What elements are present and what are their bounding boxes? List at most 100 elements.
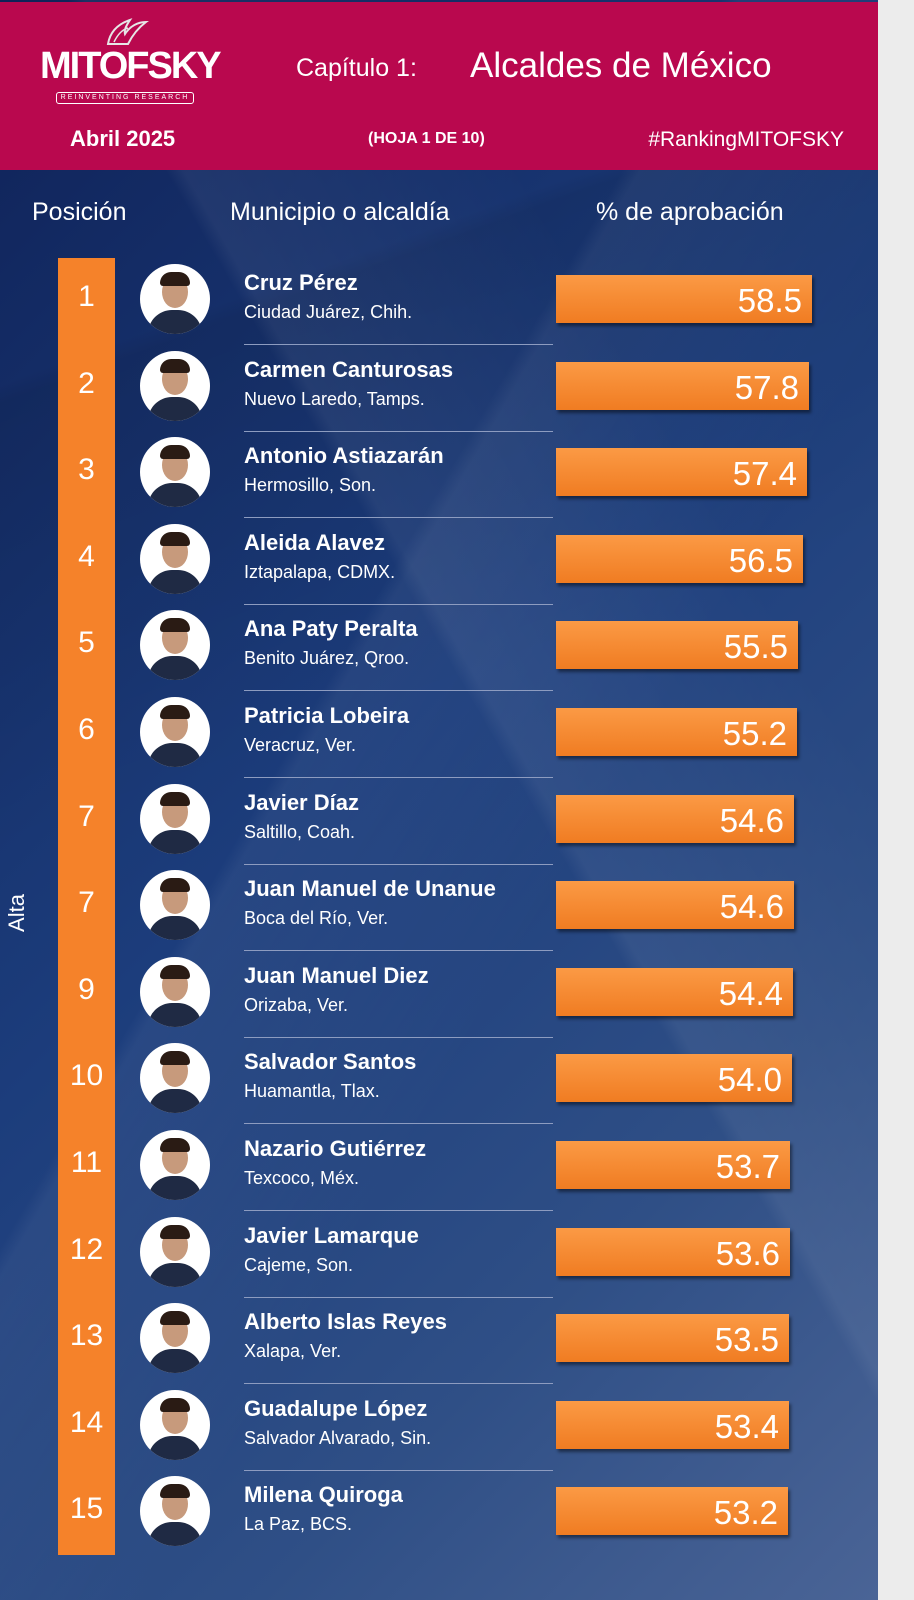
municipality: Orizaba, Ver. bbox=[244, 994, 349, 1015]
mayor-name: Salvador Santos bbox=[244, 1049, 417, 1075]
avatar bbox=[140, 610, 210, 681]
approval-bar: 53.2 bbox=[556, 1487, 788, 1536]
divider bbox=[244, 1036, 553, 1038]
avatar bbox=[140, 350, 210, 421]
approval-bar: 55.2 bbox=[556, 708, 797, 756]
mayor-name: Javier Díaz bbox=[244, 789, 359, 815]
avatar bbox=[140, 1216, 210, 1287]
divider bbox=[244, 863, 553, 865]
mayor-name: Juan Manuel Diez bbox=[244, 962, 429, 988]
approval-value: 54.0 bbox=[717, 1061, 782, 1099]
logo-tagline: REINVENTING RESEARCH bbox=[55, 92, 195, 104]
table-row: 7 Javier Díaz Saltillo, Coah. 54.6 bbox=[0, 778, 878, 865]
mitofsky-logo: MITOFSKY REINVENTING RESEARCH bbox=[40, 16, 222, 104]
approval-bar: 56.5 bbox=[556, 534, 803, 583]
municipality: Xalapa, Ver. bbox=[244, 1341, 342, 1362]
municipality: Veracruz, Ver. bbox=[244, 735, 357, 755]
divider bbox=[244, 1123, 553, 1125]
municipality: Iztapalapa, CDMX. bbox=[244, 561, 396, 582]
approval-value: 53.7 bbox=[715, 1148, 780, 1185]
chapter-label: Capítulo 1: bbox=[296, 54, 417, 82]
avatar bbox=[140, 1389, 210, 1460]
municipality: Hermosillo, Son. bbox=[244, 475, 377, 496]
table-row: 9 Juan Manuel Diez Orizaba, Ver. 54.4 bbox=[0, 951, 878, 1038]
approval-bar: 57.8 bbox=[556, 361, 809, 410]
date-label: Abril 2025 bbox=[70, 126, 176, 151]
approval-value: 53.6 bbox=[715, 1234, 780, 1272]
avatar bbox=[140, 697, 210, 767]
approval-bar: 55.5 bbox=[556, 621, 798, 670]
mayor-name: Aleida Alavez bbox=[244, 529, 386, 555]
mayor-name: Ana Paty Peralta bbox=[244, 616, 418, 642]
table-row: 7 Juan Manuel de Unanue Boca del Río, Ver.… bbox=[0, 864, 878, 952]
municipality: Cajeme, Son. bbox=[244, 1254, 354, 1275]
mayor-name: Milena Quiroga bbox=[244, 1482, 403, 1508]
rank-number: 3 bbox=[78, 453, 95, 487]
divider bbox=[244, 430, 553, 432]
approval-bar: 53.4 bbox=[556, 1400, 789, 1449]
approval-value: 57.4 bbox=[732, 455, 797, 493]
approval-value: 54.6 bbox=[719, 801, 784, 839]
avatar bbox=[140, 1476, 210, 1547]
avatar bbox=[140, 870, 210, 941]
column-header-position: Posición bbox=[32, 198, 127, 226]
column-header-approval: % de aprobación bbox=[596, 198, 784, 226]
column-header-municipality: Municipio o alcaldía bbox=[230, 198, 450, 226]
municipality: Huamantla, Tlax. bbox=[244, 1081, 380, 1102]
approval-value: 57.8 bbox=[734, 368, 799, 406]
approval-value: 53.4 bbox=[714, 1407, 779, 1445]
table-row: 4 Aleida Alavez Iztapalapa, CDMX. 56.5 bbox=[0, 518, 878, 605]
approval-bar: 54.6 bbox=[556, 881, 794, 930]
table-row: 13 Alberto Islas Reyes Xalapa, Ver. 53.5 bbox=[0, 1297, 878, 1385]
avatar bbox=[140, 783, 210, 854]
approval-value: 58.5 bbox=[737, 282, 802, 319]
avatar bbox=[140, 1130, 210, 1200]
avatar bbox=[140, 523, 210, 594]
header: MITOFSKY REINVENTING RESEARCH Capítulo 1… bbox=[0, 2, 878, 170]
municipality: Boca del Río, Ver. bbox=[244, 908, 389, 929]
municipality: Benito Juárez, Qroo. bbox=[244, 648, 410, 669]
rank-number: 5 bbox=[78, 626, 95, 660]
municipality: Salvador Alvarado, Sin. bbox=[244, 1427, 432, 1448]
divider bbox=[244, 1469, 553, 1471]
rank-number: 7 bbox=[78, 886, 95, 920]
mayor-name: Cruz Pérez bbox=[244, 270, 358, 295]
avatar bbox=[140, 437, 210, 508]
sheet-label: (HOJA 1 DE 10) bbox=[368, 130, 485, 147]
mayor-name: Patricia Lobeira bbox=[244, 703, 410, 728]
rank-number: 11 bbox=[70, 1146, 103, 1179]
municipality: La Paz, BCS. bbox=[244, 1514, 353, 1535]
divider bbox=[244, 603, 553, 605]
table-row: 5 Ana Paty Peralta Benito Juárez, Qroo. 55.… bbox=[0, 604, 878, 692]
divider bbox=[244, 1383, 553, 1385]
rank-number: 15 bbox=[69, 1492, 104, 1526]
approval-bar: 54.0 bbox=[556, 1054, 792, 1103]
rank-number: 6 bbox=[78, 713, 95, 746]
approval-value: 54.4 bbox=[718, 974, 783, 1012]
avatar bbox=[140, 956, 210, 1027]
approval-bar: 53.5 bbox=[556, 1314, 789, 1363]
divider bbox=[244, 777, 553, 778]
divider bbox=[244, 344, 553, 345]
mayor-name: Juan Manuel de Unanue bbox=[244, 876, 496, 902]
table-row: 12 Javier Lamarque Cajeme, Son. 53.6 bbox=[0, 1211, 878, 1298]
mayor-name: Guadalupe López bbox=[244, 1395, 428, 1421]
approval-value: 56.5 bbox=[728, 541, 793, 579]
approval-bar: 54.4 bbox=[556, 967, 793, 1016]
approval-bar: 54.6 bbox=[556, 794, 794, 843]
rank-number: 9 bbox=[78, 972, 95, 1006]
approval-value: 55.5 bbox=[723, 628, 788, 666]
mayor-name: Antonio Astiazarán bbox=[244, 443, 444, 469]
avatar bbox=[140, 264, 210, 334]
rank-number: 14 bbox=[69, 1405, 104, 1439]
avatar bbox=[140, 1303, 210, 1374]
rank-number: 1 bbox=[78, 280, 95, 313]
approval-bar: 57.4 bbox=[556, 448, 807, 497]
table-row: 6 Patricia Lobeira Veracruz, Ver. 55.2 bbox=[0, 691, 878, 778]
rank-number: 12 bbox=[69, 1232, 104, 1266]
table-row: 2 Carmen Canturosas Nuevo Laredo, Tamps. 57… bbox=[0, 345, 878, 432]
table-row: 1 Cruz Pérez Ciudad Juárez, Chih. 58.5 bbox=[0, 258, 878, 345]
table-row: 14 Guadalupe López Salvador Alvarado, Sin.… bbox=[0, 1384, 878, 1471]
page-title: Alcaldes de México bbox=[470, 46, 772, 85]
approval-value: 55.2 bbox=[722, 715, 787, 752]
